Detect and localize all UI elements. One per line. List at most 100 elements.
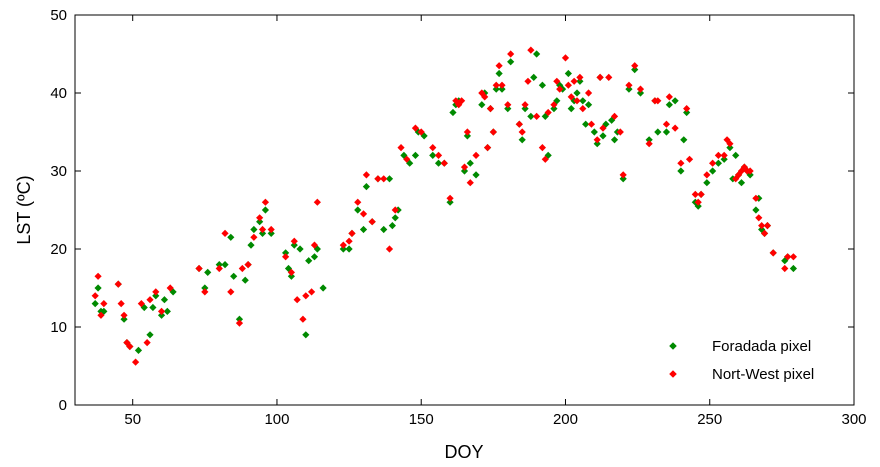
- data-point: [685, 155, 694, 163]
- data-point: [227, 288, 235, 296]
- data-point: [152, 292, 160, 300]
- data-point: [403, 155, 411, 163]
- data-point: [345, 245, 353, 253]
- data-point: [397, 144, 405, 152]
- data-point: [631, 62, 639, 70]
- data-point: [518, 136, 526, 144]
- data-point: [449, 108, 457, 117]
- data-point: [290, 237, 298, 245]
- data-point: [290, 241, 298, 249]
- data-point: [94, 272, 102, 280]
- data-point: [573, 89, 581, 97]
- data-point: [714, 151, 722, 159]
- data-point: [359, 210, 368, 218]
- data-point: [556, 85, 564, 93]
- data-point: [481, 93, 489, 101]
- data-point: [570, 77, 578, 85]
- y-tick-label: 30: [50, 163, 67, 180]
- data-point: [610, 112, 619, 120]
- data-point: [287, 268, 295, 276]
- data-point: [709, 159, 717, 167]
- x-axis-title: DOY: [444, 442, 483, 462]
- data-point: [201, 288, 209, 296]
- data-point: [697, 190, 705, 198]
- data-point: [146, 296, 154, 304]
- data-point: [544, 108, 552, 117]
- data-point: [781, 257, 789, 265]
- data-point: [91, 300, 99, 308]
- data-point: [576, 77, 584, 85]
- data-point: [530, 73, 538, 81]
- data-point: [380, 175, 388, 183]
- data-point: [694, 202, 702, 210]
- plot-frame: [74, 14, 855, 406]
- x-tick-label: 200: [553, 411, 578, 428]
- data-points: [91, 46, 798, 366]
- data-point: [694, 198, 702, 206]
- data-point: [296, 245, 304, 253]
- data-point: [576, 73, 584, 81]
- data-point: [472, 171, 480, 179]
- data-point: [752, 194, 760, 202]
- data-point: [732, 175, 740, 183]
- data-point: [665, 93, 673, 101]
- data-point: [166, 284, 174, 292]
- data-point: [282, 253, 290, 261]
- data-point: [195, 264, 203, 273]
- data-point: [230, 272, 238, 280]
- data-point: [654, 97, 662, 105]
- data-point: [215, 261, 223, 269]
- data-point: [784, 253, 792, 261]
- data-point: [235, 319, 244, 327]
- data-point: [362, 183, 371, 191]
- data-point: [524, 77, 532, 85]
- legend-label: Foradada pixel: [712, 338, 811, 355]
- data-point: [446, 194, 454, 202]
- data-point: [769, 249, 777, 257]
- data-point: [354, 206, 362, 214]
- data-point: [593, 136, 601, 144]
- data-point: [310, 253, 319, 261]
- data-point: [677, 159, 685, 167]
- y-tick-label: 0: [59, 397, 67, 414]
- data-point: [567, 105, 575, 113]
- data-point: [250, 233, 258, 241]
- data-point: [616, 128, 624, 136]
- data-point: [157, 311, 166, 319]
- data-point: [636, 89, 645, 97]
- x-tick-label: 50: [124, 411, 141, 428]
- data-point: [299, 315, 307, 323]
- data-point: [227, 233, 235, 241]
- data-point: [582, 120, 590, 128]
- data-point: [258, 229, 267, 237]
- data-point: [446, 198, 454, 206]
- data-point: [282, 249, 290, 257]
- data-point: [97, 311, 105, 319]
- data-point: [720, 151, 728, 159]
- data-point: [564, 81, 572, 89]
- data-point: [752, 206, 760, 214]
- data-point: [515, 120, 523, 128]
- data-point: [593, 140, 601, 148]
- data-point: [466, 179, 474, 187]
- legend-label: Nort-West pixel: [712, 366, 814, 383]
- data-point: [781, 264, 789, 273]
- data-point: [362, 171, 371, 179]
- data-point: [746, 167, 754, 175]
- data-point: [411, 124, 420, 132]
- data-point: [247, 241, 255, 249]
- data-point: [204, 268, 212, 276]
- data-point: [599, 124, 607, 132]
- data-point: [258, 225, 267, 234]
- data-point: [267, 225, 275, 234]
- data-point: [429, 151, 437, 159]
- data-point: [486, 105, 495, 113]
- data-point: [463, 128, 471, 136]
- data-point: [527, 112, 535, 120]
- data-point: [238, 264, 246, 273]
- data-point: [250, 225, 258, 234]
- data-point: [746, 171, 754, 179]
- data-point: [149, 303, 157, 312]
- data-point: [483, 144, 492, 152]
